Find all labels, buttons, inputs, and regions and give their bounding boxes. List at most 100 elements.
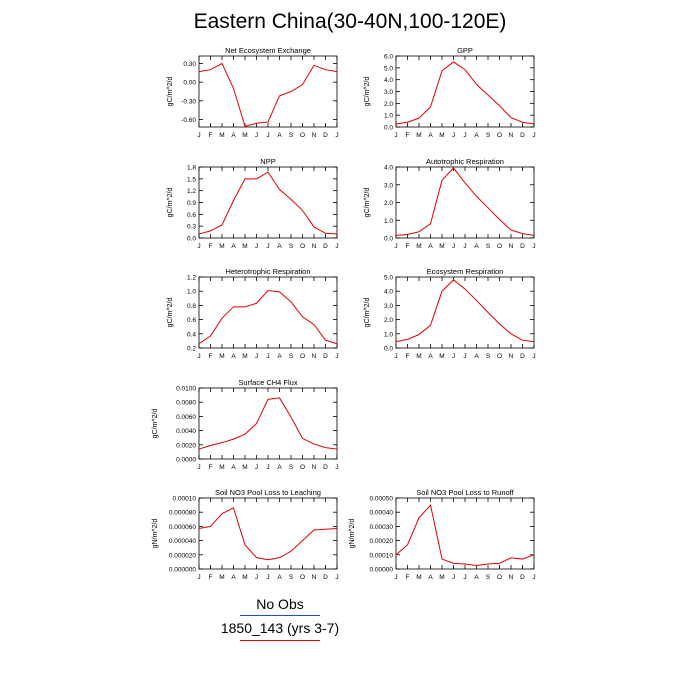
- y-tick-label: 0.000080: [169, 510, 196, 517]
- x-tick-label: J: [197, 464, 200, 471]
- x-tick-label: M: [416, 353, 421, 360]
- series-line: [395, 61, 535, 125]
- x-tick-label: J: [197, 574, 200, 581]
- x-tick-label: A: [474, 353, 479, 360]
- x-tick-label: J: [335, 574, 338, 581]
- x-tick-label: M: [416, 243, 421, 250]
- x-tick-label: J: [532, 574, 535, 581]
- chart-title: Surface CH4 Flux: [238, 378, 297, 387]
- x-tick-label: M: [242, 243, 247, 250]
- x-tick-label: S: [289, 574, 294, 581]
- x-tick-label: N: [509, 243, 514, 250]
- x-tick-label: D: [323, 243, 328, 250]
- y-tick-label: 1.2: [187, 188, 196, 195]
- x-tick-label: A: [231, 464, 236, 471]
- x-tick-label: M: [219, 574, 224, 581]
- y-tick-label: 5.0: [384, 65, 393, 72]
- chart-title: Soil NO3 Pool Loss to Leaching: [215, 488, 321, 497]
- y-tick-label: 1.0: [187, 289, 196, 296]
- y-tick-label: 1.0: [384, 113, 393, 120]
- x-tick-label: F: [209, 132, 213, 139]
- y-tick-label: 0.3: [187, 224, 196, 231]
- y-tick-label: 5.0: [384, 275, 393, 282]
- x-tick-label: F: [209, 464, 213, 471]
- x-tick-label: F: [209, 574, 213, 581]
- y-tick-label: -0.60: [181, 117, 196, 124]
- x-tick-label: J: [266, 243, 269, 250]
- y-tick-label: 0.0000: [176, 457, 196, 464]
- x-tick-label: N: [312, 132, 317, 139]
- y-tick-label: 0.0: [187, 236, 196, 243]
- x-tick-label: N: [312, 464, 317, 471]
- x-tick-label: M: [439, 574, 444, 581]
- x-tick-label: A: [474, 132, 479, 139]
- plot-frame: [395, 55, 535, 128]
- y-tick-label: 0.0040: [176, 428, 196, 435]
- x-tick-label: N: [509, 574, 514, 581]
- plot-frame: [198, 387, 338, 460]
- y-tick-label: 0.9: [187, 200, 196, 207]
- page-title: Eastern China(30-40N,100-120E): [193, 10, 507, 33]
- y-tick-label: 0.0080: [176, 400, 196, 407]
- x-tick-label: J: [532, 132, 535, 139]
- y-tick-label: 2.0: [384, 317, 393, 324]
- y-tick-label: 0.8: [187, 303, 196, 310]
- x-tick-label: M: [219, 132, 224, 139]
- y-tick-label: 0.0020: [176, 442, 196, 449]
- y-tick-label: 1.2: [187, 275, 196, 282]
- x-tick-label: N: [312, 243, 317, 250]
- x-tick-label: S: [289, 464, 294, 471]
- x-tick-label: J: [255, 243, 258, 250]
- x-tick-label: M: [439, 353, 444, 360]
- y-tick-label: 4.0: [384, 77, 393, 84]
- x-tick-label: M: [219, 353, 224, 360]
- x-tick-label: O: [300, 353, 305, 360]
- x-tick-label: S: [486, 132, 491, 139]
- x-tick-label: J: [255, 132, 258, 139]
- x-tick-label: O: [497, 243, 502, 250]
- x-tick-label: J: [394, 243, 397, 250]
- x-tick-label: S: [486, 353, 491, 360]
- x-tick-label: J: [255, 464, 258, 471]
- y-tick-label: 1.0: [384, 218, 393, 225]
- x-tick-label: J: [197, 243, 200, 250]
- x-tick-label: J: [197, 353, 200, 360]
- x-tick-label: F: [209, 243, 213, 250]
- y-tick-label: 0.00: [183, 80, 196, 87]
- y-tick-label: 0.0: [384, 125, 393, 132]
- legend-model-label: 1850_143 (yrs 3-7): [220, 620, 340, 636]
- x-tick-label: M: [242, 353, 247, 360]
- y-tick-label: 0.00030: [370, 524, 394, 531]
- chart-title: GPP: [457, 46, 473, 55]
- x-tick-label: M: [219, 464, 224, 471]
- x-tick-label: O: [300, 574, 305, 581]
- x-tick-label: D: [323, 132, 328, 139]
- x-tick-label: A: [231, 353, 236, 360]
- x-tick-label: J: [335, 353, 338, 360]
- x-tick-label: D: [520, 353, 525, 360]
- x-tick-label: F: [406, 353, 410, 360]
- x-tick-label: J: [463, 132, 466, 139]
- x-tick-label: J: [463, 243, 466, 250]
- x-tick-label: A: [231, 243, 236, 250]
- y-axis-label: gN/m^2/d: [349, 519, 356, 549]
- x-tick-label: J: [255, 353, 258, 360]
- y-tick-label: 4.0: [384, 289, 393, 296]
- series-line: [395, 279, 535, 343]
- plot-frame: [395, 166, 535, 239]
- y-tick-label: 3.0: [384, 182, 393, 189]
- x-tick-label: J: [452, 132, 455, 139]
- plot-frame: [198, 276, 338, 349]
- x-tick-label: N: [312, 353, 317, 360]
- x-tick-label: J: [255, 574, 258, 581]
- x-tick-label: D: [323, 353, 328, 360]
- chart-title: Net Ecosystem Exchange: [225, 46, 311, 55]
- x-tick-label: J: [532, 243, 535, 250]
- legend-obs-line: [240, 615, 320, 616]
- x-tick-label: J: [266, 574, 269, 581]
- series-line: [198, 171, 338, 235]
- y-axis-label: gC/m^2/d: [364, 77, 371, 107]
- y-tick-label: 0.00000: [370, 567, 394, 574]
- chart-title: Heterotrophic Respiration: [225, 267, 310, 276]
- x-tick-label: F: [406, 132, 410, 139]
